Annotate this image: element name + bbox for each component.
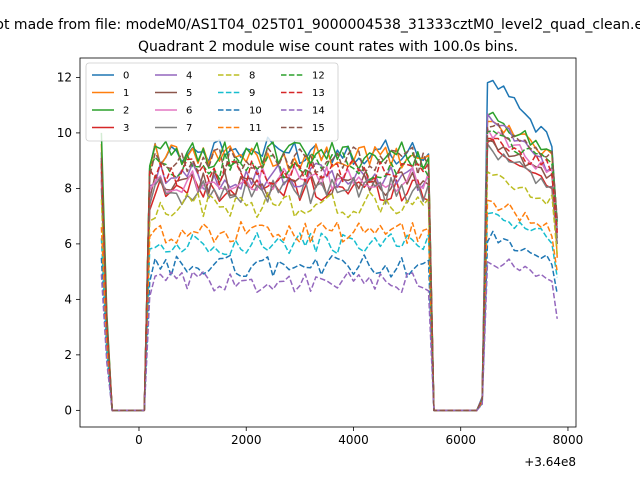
legend-label-11: 11 [249,123,262,134]
legend-label-10: 10 [249,106,262,117]
series-line-10 [100,230,558,412]
legend-label-5: 5 [186,88,192,99]
legend-label-0: 0 [123,71,129,82]
plot-area [100,79,558,412]
legend-label-8: 8 [249,71,255,82]
y-tick-label-2: 2 [64,348,72,362]
y-tick-label-4: 4 [64,292,72,306]
series-line-9 [100,212,558,412]
axes-frame [79,57,577,428]
legend-label-7: 7 [186,123,192,134]
y-tick-label-10: 10 [57,126,72,140]
series-line-14 [100,258,558,412]
legend-label-2: 2 [123,106,129,117]
series-line-8 [100,171,558,412]
x-offset-label: +3.64e8 [524,455,576,469]
series-line-1 [100,120,558,412]
legend-label-1: 1 [123,88,129,99]
y-tick-label-12: 12 [57,70,72,84]
legend-label-12: 12 [312,71,325,82]
x-tick-label-0: 0 [135,433,143,447]
legend-label-15: 15 [312,123,325,134]
y-tick-label-0: 0 [64,403,72,417]
x-tick-label-6000: 6000 [445,433,476,447]
y-tick-label-8: 8 [64,181,72,195]
legend-label-13: 13 [312,88,325,99]
series-line-7 [100,143,558,412]
legend-label-3: 3 [123,123,129,134]
legend-label-4: 4 [186,71,192,82]
x-tick-label-4000: 4000 [338,433,369,447]
y-tick-label-6: 6 [64,237,72,251]
legend-label-6: 6 [186,106,192,117]
x-tick-label-8000: 8000 [553,433,584,447]
series-line-15 [100,123,558,412]
x-tick-label-2000: 2000 [231,433,262,447]
chart-title: Quadrant 2 module wise count rates with … [138,39,518,55]
legend-box [85,62,339,142]
legend-label-9: 9 [249,88,255,99]
legend-label-14: 14 [312,106,325,117]
series-line-11 [100,199,558,412]
figure-suptitle: Plot made from file: modeM0/AS1T04_025T0… [0,17,640,33]
